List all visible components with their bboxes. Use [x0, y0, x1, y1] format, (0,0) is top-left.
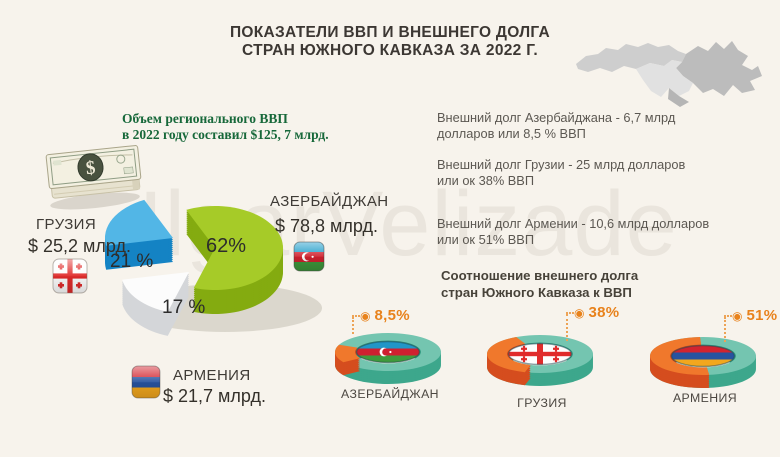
debt-note-azerbaijan: Внешний долг Азербайджана - 6,7 млрд дол… — [437, 110, 747, 142]
callout-connector-am-v — [724, 317, 726, 342]
map-region-nakhchivan — [668, 88, 689, 107]
armenia-flag-icon — [131, 365, 161, 399]
callout-connector-az-v — [352, 317, 354, 334]
regional-gdp-note: Объем регионального ВВП в 2022 году сост… — [122, 111, 362, 142]
gdp-note-line-2: в 2022 году составил $125, 7 млрд. — [122, 126, 329, 142]
donut-label-georgia: ГРУЗИЯ — [517, 396, 567, 410]
title-line-1: ПОКАЗАТЕЛИ ВВП И ВНЕШНЕГО ДОЛГА — [229, 24, 551, 41]
target-dot-icon: ◉ — [360, 308, 371, 323]
callout-armenia: ◉ 51% — [732, 307, 777, 324]
map-region-georgia — [576, 43, 686, 72]
gdp-note-line-1: Объем регионального ВВП — [122, 111, 288, 126]
callout-connector-am-h — [724, 315, 732, 317]
debt-note-georgia: Внешний долг Грузии - 25 млрд долларов и… — [437, 157, 747, 189]
legend-armenia-gdp: $ 21,7 млрд. — [163, 386, 267, 406]
callout-azerbaijan: ◉ 8,5% — [360, 307, 410, 324]
georgia-flag-icon — [52, 258, 88, 294]
debt-donut-armenia — [649, 337, 756, 388]
pie-label-armenia-pct: 17 % — [162, 297, 206, 318]
legend-azerbaijan-gdp: $ 78,8 млрд. — [275, 216, 379, 236]
azerbaijan-flag-icon — [293, 241, 325, 272]
map-region-azerbaijan — [676, 41, 762, 96]
dollar-sign-glyph: $ — [85, 157, 97, 179]
callout-armenia-pct: 51% — [746, 307, 778, 324]
pie-label-azerbaijan-pct: 62% — [206, 235, 247, 257]
callout-connector-az-h — [352, 315, 360, 317]
debt-note-ge-line2: или ок 38% ВВП — [437, 173, 535, 188]
legend-georgia-name: ГРУЗИЯ — [36, 216, 97, 233]
donut-label-azerbaijan: АЗЕРБАЙДЖАН — [341, 387, 439, 401]
map-region-armenia — [636, 60, 693, 97]
callout-connector-ge-h — [566, 312, 574, 314]
debt-note-ge-line1: Внешний долг Грузии - 25 млрд долларов — [437, 157, 686, 172]
title-line-2: СТРАН ЮЖНОГО КАВКАЗА ЗА 2022 Г. — [242, 41, 538, 59]
debt-donut-azerbaijan — [335, 333, 441, 384]
debt-note-am-line1: Внешний долг Армении - 10,6 млрд долларо… — [437, 216, 710, 231]
donut-label-armenia: АРМЕНИЯ — [672, 391, 738, 405]
page-title: ПОКАЗАТЕЛИ ВВП И ВНЕШНЕГО ДОЛГА СТРАН ЮЖ… — [185, 24, 595, 59]
debt-note-az-line1: Внешний долг Азербайджана - 6,7 млрд — [437, 110, 676, 125]
legend-armenia-name: АРМЕНИЯ — [173, 367, 251, 384]
dollar-banknotes-stack-icon: $ — [45, 145, 142, 210]
target-dot-icon: ◉ — [574, 305, 585, 320]
donut-heading-line2: стран Южного Кавказа к ВВП — [441, 284, 632, 300]
debt-note-az-line2: долларов или 8,5 % ВВП — [437, 126, 586, 141]
debt-note-am-line2: или ок 51% ВВП — [437, 232, 535, 247]
debt-donut-georgia — [487, 335, 593, 386]
legend-georgia-gdp: $ 25,2 млрд. — [28, 236, 132, 256]
callout-georgia-pct: 38% — [588, 304, 620, 321]
gdp-share-pie-chart — [104, 199, 322, 336]
debt-note-armenia: Внешний долг Армении - 10,6 млрд долларо… — [437, 216, 747, 248]
donut-section-heading: Соотношение внешнего долга стран Южного … — [441, 268, 638, 301]
callout-georgia: ◉ 38% — [574, 304, 619, 321]
donut-heading-line1: Соотношение внешнего долга — [441, 268, 639, 283]
legend-azerbaijan-name: АЗЕРБАЙДЖАН — [270, 193, 389, 210]
south-caucasus-map — [576, 41, 762, 107]
callout-connector-ge-v — [566, 314, 568, 341]
target-dot-icon: ◉ — [732, 308, 743, 323]
pie-label-georgia-pct: 21 % — [110, 251, 154, 272]
callout-azerbaijan-pct: 8,5% — [374, 307, 410, 324]
